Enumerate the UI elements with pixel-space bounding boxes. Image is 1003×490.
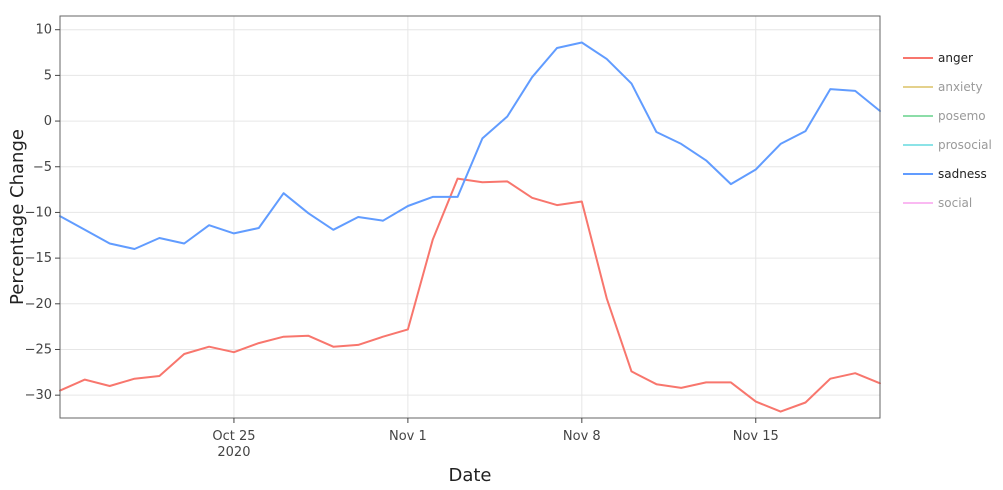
y-tick-label: −5 (33, 160, 52, 175)
legend-item-social[interactable]: social (903, 196, 972, 210)
legend-label: anger (938, 51, 973, 65)
legend-label: posemo (938, 109, 986, 123)
legend-item-sadness[interactable]: sadness (903, 167, 987, 181)
legend[interactable]: anger anxiety posemo prosocial sadness social (903, 51, 992, 210)
y-tick-label: −30 (25, 388, 52, 403)
plot-border (59, 15, 881, 419)
legend-label: social (938, 196, 972, 210)
series-line-sadness (59, 41, 881, 250)
legend-label: sadness (938, 167, 987, 181)
legend-item-anxiety[interactable]: anxiety (903, 80, 983, 94)
grid-layer (60, 16, 880, 418)
legend-item-prosocial[interactable]: prosocial (903, 138, 992, 152)
legend-label: anxiety (938, 80, 983, 94)
x-tick-label: Nov 15 (733, 429, 779, 444)
y-tick-label: −15 (25, 251, 52, 266)
legend-item-anger[interactable]: anger (903, 51, 973, 65)
y-tick-label: −10 (25, 205, 52, 220)
x-tick-sublabel: 2020 (217, 445, 250, 460)
x-axis-title: Date (448, 465, 491, 486)
legend-label: prosocial (938, 138, 992, 152)
legend-item-posemo[interactable]: posemo (903, 109, 986, 123)
x-tick-label: Oct 25 (212, 429, 255, 444)
y-tick-label: 10 (35, 23, 52, 38)
x-tick-label: Nov 1 (389, 429, 427, 444)
y-tick-label: −20 (25, 297, 52, 312)
y-axis-title: Percentage Change (7, 129, 28, 305)
x-tick-label: Nov 8 (563, 429, 601, 444)
y-tick-label: −25 (25, 342, 52, 357)
series-line-anger (59, 177, 881, 413)
series-layer (59, 41, 881, 413)
y-tick-label: 0 (44, 114, 52, 129)
y-tick-label: 5 (44, 68, 52, 83)
